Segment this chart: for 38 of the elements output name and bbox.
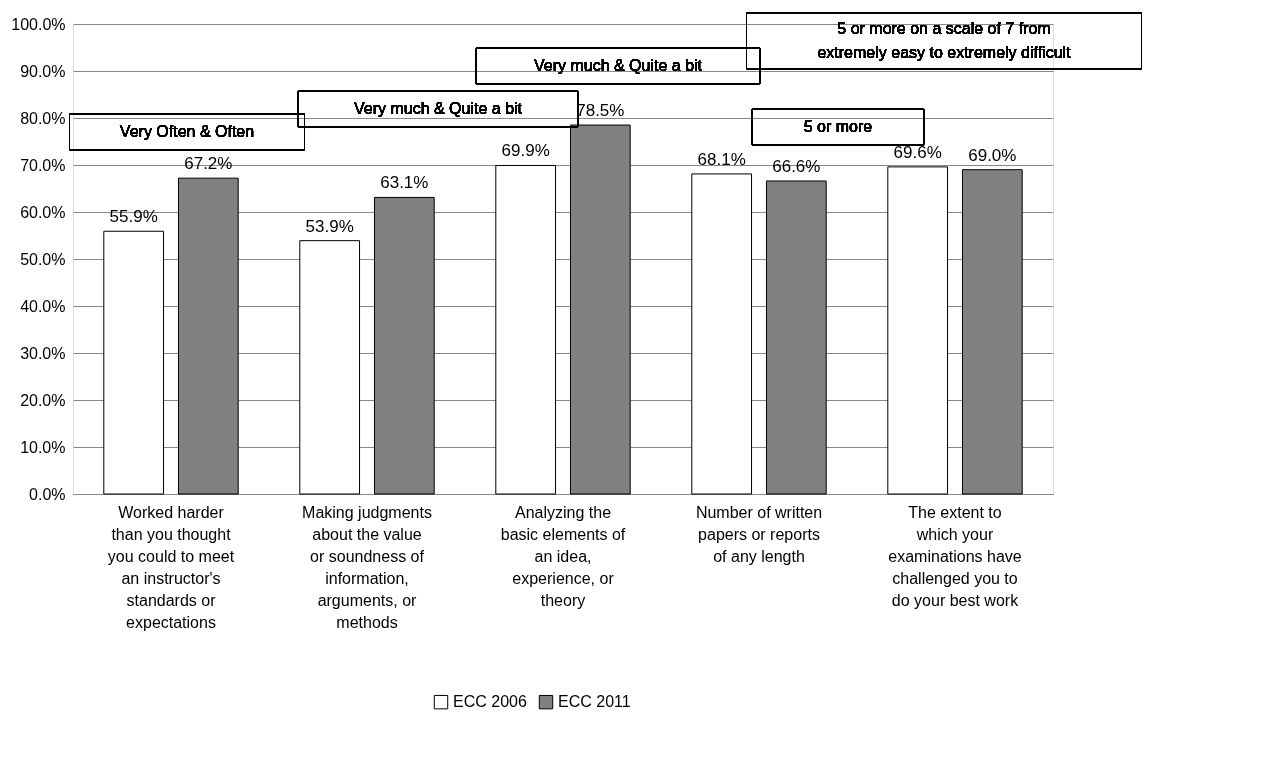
y-tick-label: 50.0% xyxy=(20,250,66,268)
x-tick-label: The extent to which your examinations have challenged you to do your best work xyxy=(888,503,1022,609)
y-tick-label: 30.0% xyxy=(20,344,66,362)
annotation: 5 or more xyxy=(803,118,873,135)
y-tick-label: 70.0% xyxy=(20,156,66,174)
y-tick-label: 40.0% xyxy=(20,297,66,315)
data-label: 78.5% xyxy=(576,101,625,121)
annotation: 5 or more on a scale of 7 from extremely easy to extremely difficult xyxy=(817,20,1072,61)
annotation: Very Often & Often xyxy=(119,123,255,140)
x-tick-label: Analyzing the basic elements of an idea, experience, or theory xyxy=(500,503,626,609)
annotation: Very much & Quite a bit xyxy=(353,100,523,117)
x-tick-label: Worked harder than you thought you could to meet an instructor's standards or expectations xyxy=(107,503,235,631)
y-tick-label: 100.0% xyxy=(11,15,66,33)
data-label: 53.9% xyxy=(305,216,354,236)
data-label: 55.9% xyxy=(109,207,158,227)
x-tick-label: Number of written papers or reports of any length xyxy=(695,503,823,565)
data-label: 67.2% xyxy=(184,154,233,174)
data-label: 69.6% xyxy=(893,142,942,162)
x-tick-label: Making judgments about the value or soundness of information, arguments, or methods xyxy=(302,503,432,631)
annotation: Very much & Quite a bit xyxy=(533,57,703,74)
data-label: 69.0% xyxy=(968,145,1017,165)
legend-label: ECC 2011 xyxy=(558,693,631,711)
data-label: 69.9% xyxy=(501,141,550,161)
data-label: 68.1% xyxy=(697,149,746,169)
y-tick-label: 20.0% xyxy=(20,391,66,409)
bar xyxy=(299,240,361,495)
y-tick-label: 80.0% xyxy=(20,109,66,127)
data-label: 66.6% xyxy=(772,156,821,176)
y-tick-label: 10.0% xyxy=(20,438,66,456)
bar xyxy=(691,173,753,495)
data-label: 63.1% xyxy=(380,173,429,193)
bar xyxy=(887,166,949,495)
legend-label: ECC 2006 xyxy=(453,693,527,711)
y-tick-label: 60.0% xyxy=(20,203,66,221)
y-tick-label: 0.0% xyxy=(29,485,66,503)
bar xyxy=(103,230,165,495)
bar xyxy=(495,164,557,495)
y-tick-label: 90.0% xyxy=(20,62,66,80)
